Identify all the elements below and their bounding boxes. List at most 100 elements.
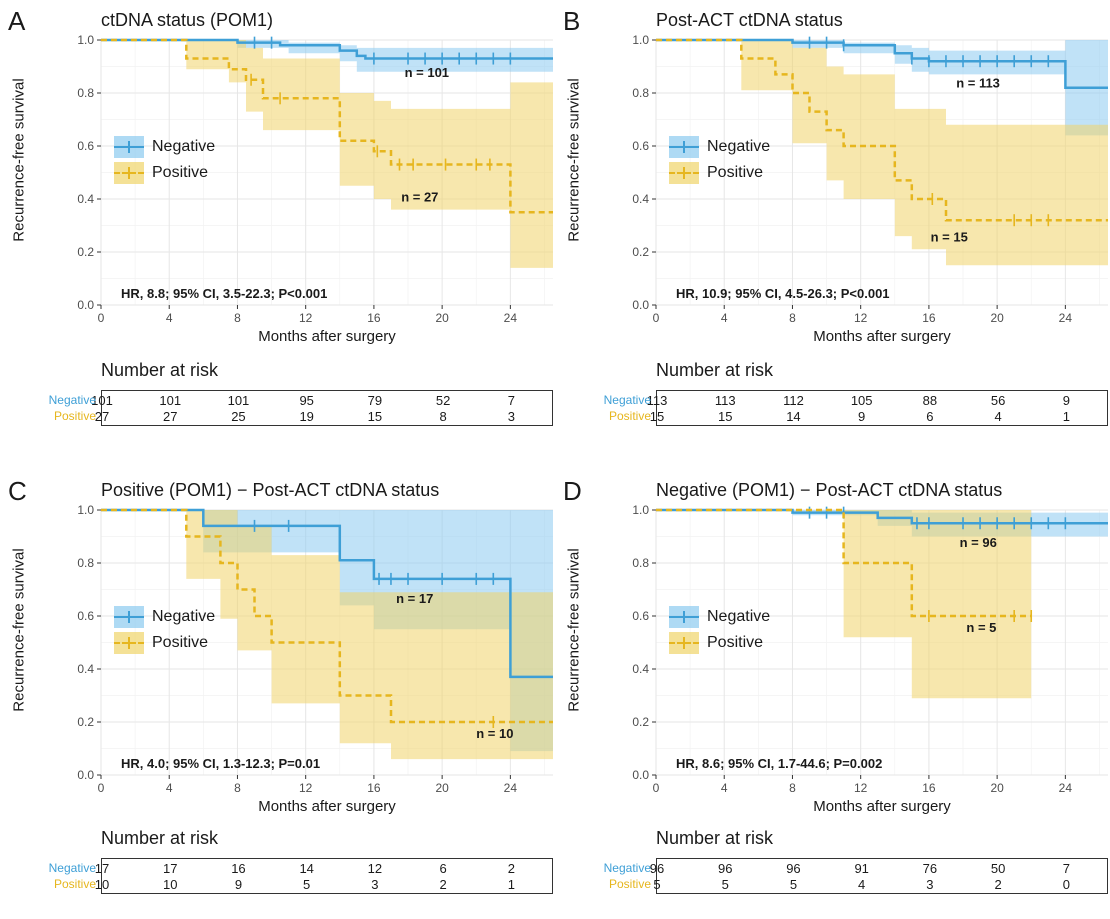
legend-label-negative: Negative: [152, 138, 216, 155]
y-tick-label: 0.2: [77, 715, 94, 729]
risk-cell-negative: 50: [990, 861, 1006, 876]
negative-ci-band: [101, 510, 553, 752]
risk-cell-negative: 95: [299, 393, 314, 408]
negative-n-label: n = 17: [396, 591, 433, 606]
y-tick-label: 0.4: [632, 192, 649, 206]
x-tick-label: 8: [789, 311, 796, 325]
legend-label-negative: Negative: [707, 138, 771, 155]
risk-cell-negative: 17: [162, 861, 178, 876]
negative-survival-curve: [656, 508, 1108, 525]
legend-key-tick: [128, 611, 130, 623]
positive-ci-band: [101, 40, 553, 268]
y-axis-label-text: Recurrence-free survival: [565, 78, 583, 242]
negative-survival-curve: [101, 38, 553, 60]
y-tick-label: 0.4: [77, 662, 94, 676]
x-axis-label: Months after surgery: [813, 798, 951, 815]
y-tick-label: 1.0: [77, 33, 94, 47]
legend-item-negative: Negative: [114, 604, 215, 630]
y-axis-label-text: Recurrence-free survival: [10, 548, 28, 712]
x-axis-label: Months after surgery: [813, 328, 951, 345]
risk-cell-positive: 9: [234, 877, 243, 892]
x-tick-label: 20: [990, 311, 1004, 325]
x-tick-label: 4: [166, 781, 173, 795]
risk-cell-negative: 2: [507, 861, 515, 876]
legend: Negative Positive: [669, 604, 770, 656]
legend-key-positive: [114, 632, 144, 654]
risk-cell-positive: 2: [994, 877, 1002, 892]
risk-cell-positive: 5: [721, 877, 729, 892]
legend-item-negative: Negative: [669, 134, 770, 160]
risk-cell-positive: 3: [926, 877, 934, 892]
risk-cell-positive: 4: [994, 409, 1002, 424]
y-axis-label-text: Recurrence-free survival: [565, 548, 583, 712]
y-tick-label: 0.2: [632, 245, 649, 259]
y-axis-label: Recurrence-free survival: [8, 510, 30, 750]
x-tick-label: 8: [234, 781, 241, 795]
x-tick-label: 16: [922, 781, 936, 795]
risk-cell-positive: 5: [303, 877, 311, 892]
legend: Negative Positive: [669, 134, 770, 186]
km-plot: n = 113 n = 15 0.0 0.2 0.4 0.6 0.8 1.0 0 4 8 12 16 20…: [632, 33, 1108, 325]
x-tick-label: 4: [166, 311, 173, 325]
negative-ci-band: [656, 40, 1108, 136]
risk-cell-negative: 88: [922, 393, 938, 408]
x-tick-label: 16: [922, 311, 936, 325]
risk-label-positive: Positive: [53, 877, 96, 891]
panel-d: D Negative (POM1) − Post-ACT ctDNA status…: [555, 470, 1110, 919]
legend-label-positive: Positive: [707, 634, 764, 651]
x-tick-label: 16: [367, 781, 381, 795]
risk-cell-positive: 5: [789, 877, 798, 892]
hr-annotation: HR, 8.8; 95% CI, 3.5-22.3; P<0.001: [121, 286, 328, 302]
y-tick-label: 1.0: [632, 33, 649, 47]
x-tick-label: 0: [653, 311, 660, 325]
legend-key-tick: [128, 167, 130, 179]
risk-cell-positive: 9: [858, 409, 866, 424]
risk-cell-positive: 1: [1062, 409, 1070, 424]
risk-cell-negative: 12: [367, 861, 383, 876]
legend-label-negative: Negative: [152, 608, 216, 625]
risk-cell-positive: 14: [786, 409, 801, 424]
x-axis-label: Months after surgery: [258, 328, 396, 345]
positive-ci-band: [656, 510, 1032, 699]
risk-label-negative: Negative: [603, 861, 651, 875]
risk-cell-positive: 19: [299, 409, 314, 424]
risk-table: 96 96 96 91 76 50 7 5 5 5 4 3 2 0: [650, 858, 1108, 894]
km-plot: n = 96 n = 5 0.0 0.2 0.4 0.6 0.8 1.0 0 4 8 12 16 20 24: [632, 503, 1108, 795]
y-axis-label: Recurrence-free survival: [8, 40, 30, 280]
legend-key-tick: [128, 141, 130, 153]
km-plot: n = 101 n = 27 0.0 0.2 0.4 0.6 0.8 1.0 0 4 8 12 16 20…: [77, 33, 553, 325]
x-tick-label: 8: [234, 311, 241, 325]
x-axis-label: Months after surgery: [258, 798, 396, 815]
legend-label-positive: Positive: [152, 164, 209, 181]
y-axis-label-text: Recurrence-free survival: [10, 78, 28, 242]
x-tick-label: 24: [1059, 781, 1073, 795]
risk-cell-positive: 3: [371, 877, 379, 892]
panel-letter: B: [563, 6, 581, 36]
legend-item-positive: Positive: [669, 160, 770, 186]
x-tick-label: 4: [721, 781, 728, 795]
risk-cell-positive: 6: [926, 409, 934, 424]
legend-label-negative: Negative: [707, 608, 771, 625]
x-tick-label: 16: [367, 311, 381, 325]
risk-cell-positive: 25: [231, 409, 246, 424]
negative-n-label: n = 101: [405, 65, 449, 80]
risk-table-title: Number at risk: [656, 828, 774, 848]
x-tick-label: 12: [854, 781, 868, 795]
y-axis-label: Recurrence-free survival: [563, 510, 585, 750]
y-tick-label: 0.4: [77, 192, 94, 206]
risk-cell-negative: 112: [783, 393, 804, 408]
risk-label-positive: Positive: [53, 409, 96, 423]
risk-cell-negative: 9: [1062, 393, 1070, 408]
risk-label-negative: Negative: [603, 393, 651, 407]
risk-table: 101 101 101 95 79 52 7 27 27 25 19 15 8 3: [91, 390, 553, 426]
panel-letter: C: [8, 476, 27, 506]
positive-ci-band: [656, 40, 1108, 266]
legend-key-negative: [114, 606, 144, 628]
x-tick-label: 12: [299, 311, 313, 325]
risk-cell-negative: 17: [94, 861, 110, 876]
km-plot: n = 17 n = 10 0.0 0.2 0.4 0.6 0.8 1.0 0 4 8 12 16 20 2…: [77, 503, 553, 795]
positive-n-label: n = 27: [401, 190, 438, 205]
risk-cell-positive: 0: [1062, 877, 1070, 892]
